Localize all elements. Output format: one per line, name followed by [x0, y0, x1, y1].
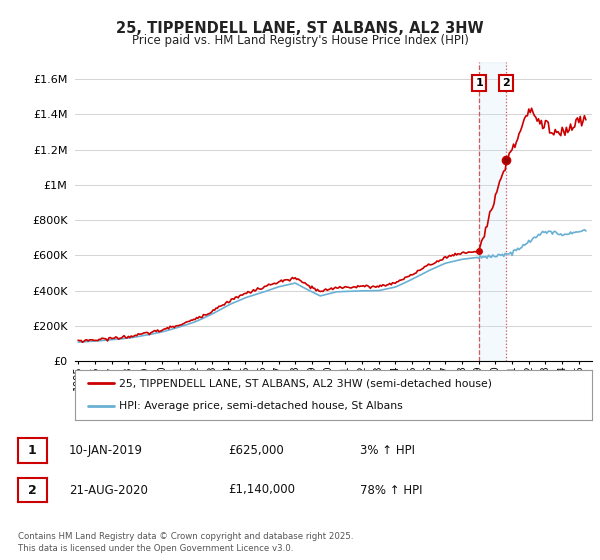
Text: £625,000: £625,000 — [228, 444, 284, 458]
Text: £1,140,000: £1,140,000 — [228, 483, 295, 497]
Text: 78% ↑ HPI: 78% ↑ HPI — [360, 483, 422, 497]
Text: 25, TIPPENDELL LANE, ST ALBANS, AL2 3HW: 25, TIPPENDELL LANE, ST ALBANS, AL2 3HW — [116, 21, 484, 36]
Text: Price paid vs. HM Land Registry's House Price Index (HPI): Price paid vs. HM Land Registry's House … — [131, 34, 469, 46]
Bar — [479, 62, 506, 361]
Text: Contains HM Land Registry data © Crown copyright and database right 2025.
This d: Contains HM Land Registry data © Crown c… — [18, 533, 353, 553]
Text: 1: 1 — [28, 444, 37, 458]
Text: 1: 1 — [475, 78, 483, 88]
Text: 10-JAN-2019: 10-JAN-2019 — [69, 444, 143, 458]
Text: 3% ↑ HPI: 3% ↑ HPI — [360, 444, 415, 458]
Text: 2: 2 — [502, 78, 510, 88]
Text: 2: 2 — [28, 483, 37, 497]
Text: 25, TIPPENDELL LANE, ST ALBANS, AL2 3HW (semi-detached house): 25, TIPPENDELL LANE, ST ALBANS, AL2 3HW … — [119, 378, 492, 388]
Text: HPI: Average price, semi-detached house, St Albans: HPI: Average price, semi-detached house,… — [119, 402, 403, 412]
Text: 21-AUG-2020: 21-AUG-2020 — [69, 483, 148, 497]
